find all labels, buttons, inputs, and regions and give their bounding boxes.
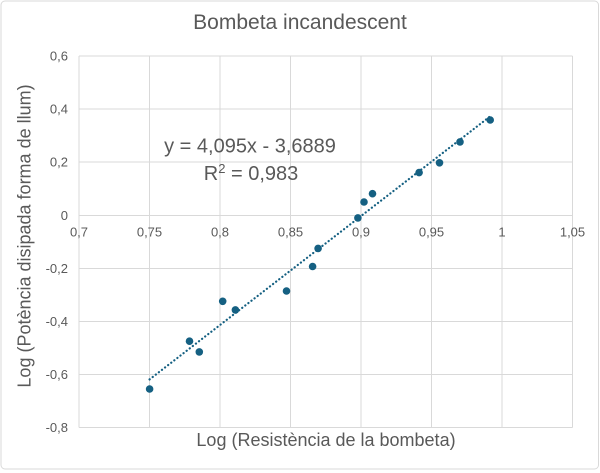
svg-text:Bombeta incandescent: Bombeta incandescent — [193, 11, 407, 34]
svg-text:0,9: 0,9 — [352, 225, 370, 240]
svg-text:0,85: 0,85 — [278, 225, 303, 240]
svg-text:Log (Potència disipada forma d: Log (Potència disipada forma de llum) — [15, 84, 35, 387]
svg-text:0,95: 0,95 — [419, 225, 444, 240]
svg-text:1,05: 1,05 — [560, 225, 585, 240]
svg-text:R2 = 0,983: R2 = 0,983 — [204, 161, 299, 185]
svg-text:Log (Resistència de la bombeta: Log (Resistència de la bombeta) — [196, 430, 455, 450]
svg-text:-0,6: -0,6 — [46, 367, 68, 382]
svg-text:0,75: 0,75 — [137, 225, 162, 240]
svg-text:-0,4: -0,4 — [46, 314, 68, 329]
svg-text:0,2: 0,2 — [50, 155, 68, 170]
svg-text:0,8: 0,8 — [211, 225, 229, 240]
svg-text:-0,2: -0,2 — [46, 261, 68, 276]
svg-text:y = 4,095x - 3,6889: y = 4,095x - 3,6889 — [164, 136, 336, 158]
svg-text:1: 1 — [498, 225, 505, 240]
svg-text:0,6: 0,6 — [50, 49, 68, 64]
svg-text:-0,8: -0,8 — [46, 420, 68, 435]
svg-text:0: 0 — [61, 208, 68, 223]
svg-text:0,7: 0,7 — [70, 225, 88, 240]
svg-text:0,4: 0,4 — [50, 102, 68, 117]
